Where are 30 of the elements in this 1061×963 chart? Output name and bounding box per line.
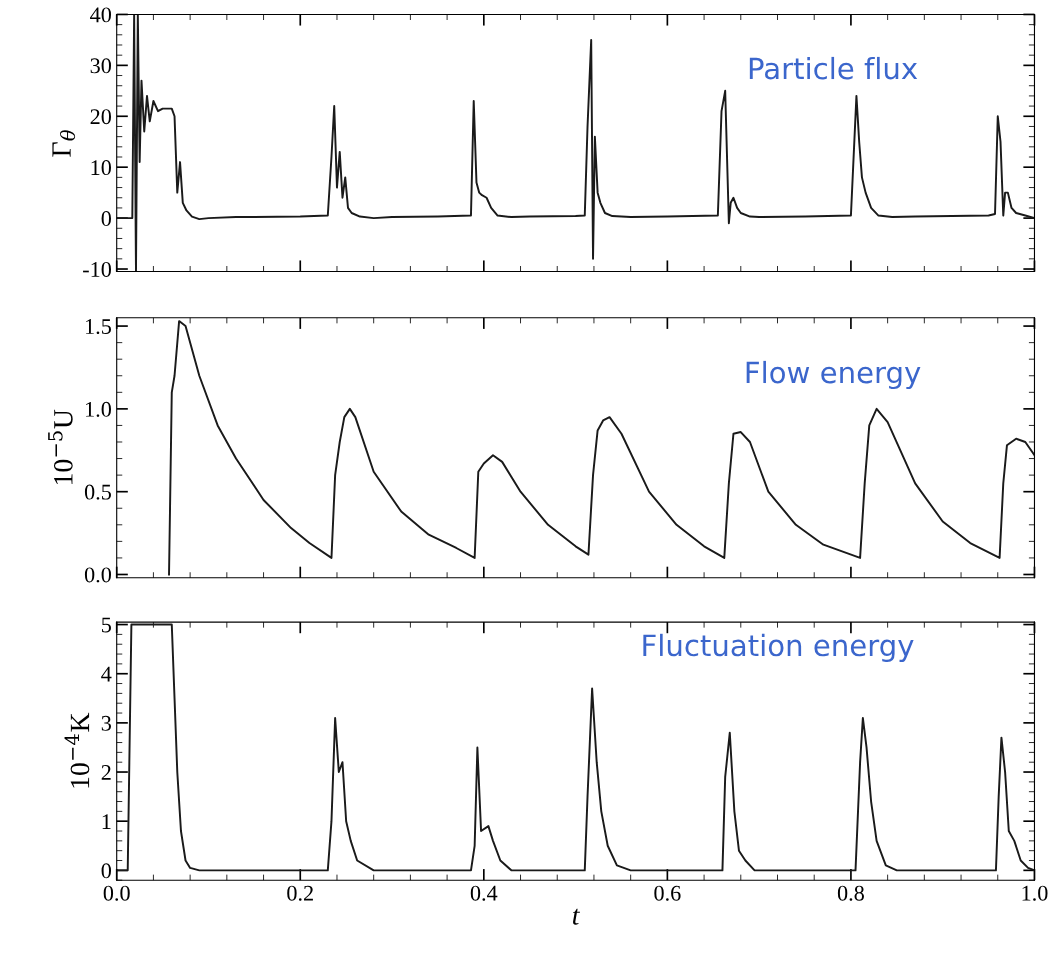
- x-tick-label: 0.8: [837, 885, 864, 901]
- annotation: Particle flux: [749, 56, 918, 80]
- y-tick-label: 0: [101, 211, 111, 227]
- y-axis-title: 10$^{−4}$K: [64, 712, 90, 788]
- y-axis-title: Γ$_{θ}$: [52, 130, 76, 157]
- y-tick-label: 1.0: [86, 401, 111, 417]
- y-tick-label: 1: [102, 814, 111, 829]
- y-tick-label: 40: [90, 7, 111, 23]
- y-axis-title: 10$^{−5}$U: [48, 409, 73, 485]
- y-tick-label: -10: [83, 261, 111, 277]
- line-series: [116, 14, 1035, 272]
- annotation: Flow energy: [746, 360, 921, 390]
- x-tick-label: 0.6: [654, 885, 681, 901]
- y-tick-label: 0.5: [84, 484, 111, 500]
- y-tick-label: 4: [101, 666, 112, 682]
- y-tick-label: 10: [91, 160, 111, 176]
- x-tick-label: 1.0: [1022, 885, 1048, 901]
- y-tick-label: 0: [101, 863, 111, 879]
- y-tick-label: 1.5: [86, 319, 111, 335]
- y-tick-label: 0.0: [84, 567, 111, 583]
- x-tick-label: 0.2: [287, 885, 313, 901]
- line-series: [168, 320, 1035, 576]
- x-tick-label: 0.4: [470, 885, 498, 901]
- y-tick-label: 30: [90, 58, 111, 74]
- y-tick-label: 2: [101, 765, 111, 780]
- y-tick-label: 20: [90, 109, 111, 125]
- y-tick-label: 3: [101, 715, 111, 731]
- y-tick-label: 5: [102, 617, 111, 633]
- x-axis-title: t: [572, 908, 581, 925]
- annotation: Fluctuation energy: [643, 633, 914, 663]
